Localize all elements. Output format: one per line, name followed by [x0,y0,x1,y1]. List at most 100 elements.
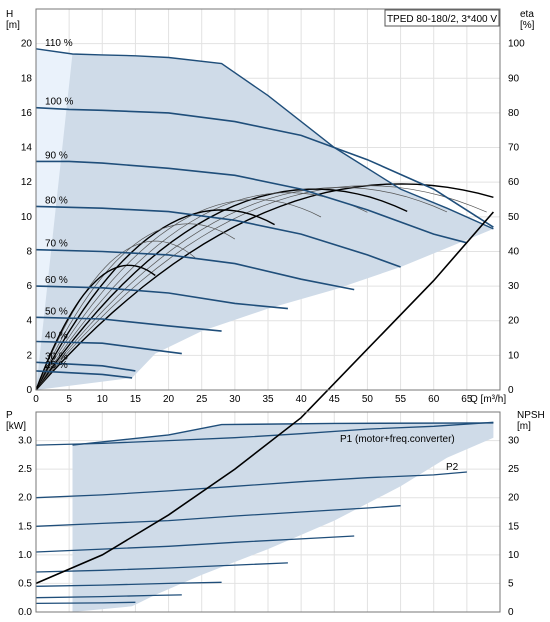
head-curve-9 [35,370,133,379]
head-xtick-9: 45 [329,394,341,405]
eta-ytick-2: 20 [508,316,520,327]
head-xtick-7: 35 [262,394,274,405]
npsh-ytick-4: 20 [508,493,520,504]
head-curve-label-0: 110 % [45,38,73,49]
head-curve-6 [35,316,222,332]
power-curve-4 [35,535,355,553]
head-ytick-2: 4 [26,316,32,327]
head-ytick-7: 14 [21,143,33,154]
eta-ytick-10: 100 [508,39,525,50]
head-curve-1 [35,106,494,228]
npsh-curve [35,211,495,585]
power-ytick-4: 2.0 [18,493,32,504]
power-curve-7 [35,594,182,599]
power-ytick-1: 0.5 [18,578,32,589]
eta-curve-7 [35,223,236,391]
eta-ytick-1: 10 [508,350,520,361]
power-curve-2 [35,471,467,499]
power-ytick-5: 2.5 [18,464,32,475]
head-curve-label-1: 100 % [45,97,73,108]
eta-ytick-4: 40 [508,246,520,257]
eta-ytick-5: 50 [508,212,520,223]
power-curve-0 [72,422,494,446]
head-curve-8 [35,361,136,372]
head-curve-label-2: 90 % [45,150,68,161]
head-curve-label-5: 60 % [45,275,68,286]
eta-ytick-7: 70 [508,143,520,154]
head-xtick-13: 65 [461,394,473,405]
power-ytick-2: 1.0 [18,550,32,561]
title-box [384,9,500,27]
power-curve-5 [35,562,288,573]
p2-annotation: P2 [446,462,459,473]
head-curve-7 [35,340,182,355]
head-curve-4 [35,248,355,291]
eta-curve-1 [35,185,487,391]
head-xtick-12: 60 [428,394,440,405]
power-curve-6 [35,581,222,587]
eta-curve-3 [35,188,408,391]
head-ytick-0: 0 [26,385,32,396]
head-xtick-8: 40 [296,394,308,405]
head-curve-0 [35,48,494,230]
power-ytick-6: 3.0 [18,436,32,447]
head-frame [35,8,501,391]
npsh-ytick-1: 5 [508,578,514,589]
head-xtick-2: 10 [97,394,109,405]
head-axis-label-1: [m] [6,20,20,31]
head-xtick-10: 50 [362,394,374,405]
npsh-ytick-6: 30 [508,436,520,447]
head-ytick-3: 6 [26,281,32,292]
npsh-ytick-5: 25 [508,464,520,475]
head-curve-5 [35,285,288,310]
eta-ytick-6: 60 [508,177,520,188]
head-xtick-6: 30 [229,394,241,405]
head-axis-label-0: H [6,9,13,20]
head-ytick-4: 8 [26,246,32,257]
eta-ytick-3: 30 [508,281,520,292]
head-ytick-8: 16 [21,108,33,119]
eta-axis-label-0: eta [520,9,534,20]
power-curve-1 [35,421,494,446]
head-curve-label-8: 30 % [45,351,68,362]
head-xtick-1: 5 [66,394,72,405]
head-xtick-4: 20 [163,394,175,405]
power-ytick-0: 0.0 [18,607,32,618]
power-operating-region [72,422,494,612]
head-ytick-5: 10 [21,212,33,223]
npsh-ytick-3: 15 [508,521,520,532]
power-axis-label-0: P [6,410,13,421]
power-ytick-3: 1.5 [18,521,32,532]
eta-ytick-9: 90 [508,73,520,84]
head-ytick-6: 12 [21,177,33,188]
head-curve-label-3: 80 % [45,195,68,206]
head-xtick-3: 15 [130,394,142,405]
head-curve-2 [36,160,468,244]
head-curve-label-4: 70 % [45,239,68,250]
p1-annotation: P1 (motor+freq.converter) [340,434,455,445]
npsh-ytick-0: 0 [508,607,514,618]
head-ytick-10: 20 [21,39,33,50]
head-curve-label-7: 40 % [45,331,68,342]
power-curve-3 [35,505,401,527]
eta-ytick-8: 80 [508,108,520,119]
head-xtick-0: 0 [33,394,39,405]
power-axis-label-1: [kW] [6,421,26,432]
eta-axis-label-1: [%] [520,20,535,31]
eta-curve-2 [35,187,448,391]
head-ytick-9: 18 [21,73,33,84]
chart-title: TPED 80-180/2, 3*400 V [387,14,497,25]
npsh-ytick-2: 10 [508,550,520,561]
power-curve-8 [35,601,136,605]
head-xtick-5: 25 [196,394,208,405]
head-xtick-11: 55 [395,394,407,405]
eta-curve-8 [35,240,196,391]
x-axis-label: Q [m³/h] [470,394,506,405]
npsh-axis-label-0: NPSH [517,410,545,421]
eta-curve-6 [35,209,275,391]
eta-ytick-0: 0 [508,385,514,396]
eta-curve-5 [35,199,322,391]
head-curve-label-6: 50 % [45,306,68,317]
